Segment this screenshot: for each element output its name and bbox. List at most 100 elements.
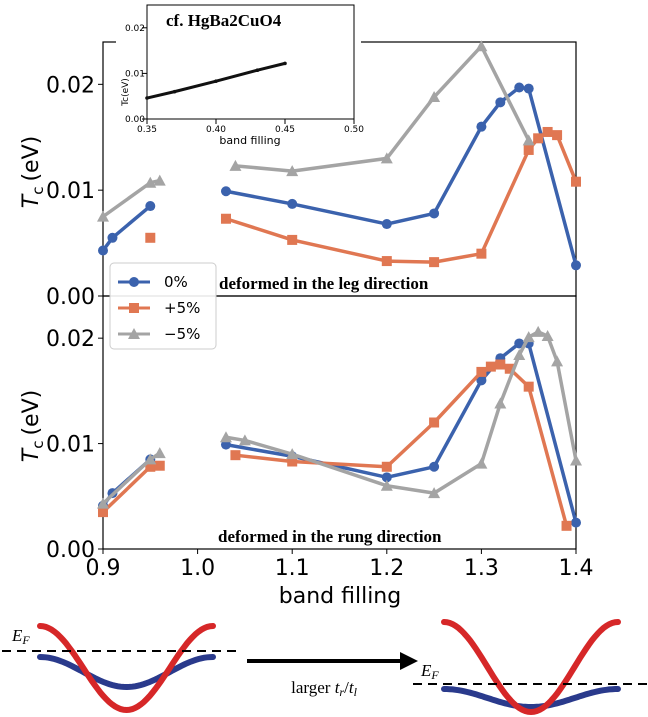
p2-series-0-point-0-4: [283, 61, 287, 66]
panel-rung-yticks: 0.00 0.01 0.02: [46, 327, 103, 563]
legend-label-2: −5%: [164, 325, 200, 343]
legend-label-1: +5%: [164, 299, 200, 317]
p0-series-0-point-1-2: [381, 219, 392, 230]
inset-title: cf. HgBa2CuO4: [166, 11, 282, 30]
p1-series-0-point-1-2: [381, 472, 392, 483]
p0-series-0-point-0-0: [98, 245, 108, 256]
inset-xticks: 0.35 0.40 0.45 0.50: [137, 119, 364, 135]
inset-yticks: 0.00 0.01 0.02: [125, 24, 147, 125]
p0-series-1-point-1-6: [533, 133, 544, 144]
band-schematic: EF EF larger tr/tl: [2, 619, 648, 716]
p2-ytick-label-0: 0.00: [125, 115, 145, 125]
p0-series-1-line-1: [225, 130, 578, 264]
p0-series-2-point-0-1: [144, 176, 157, 188]
p1-series-1-point-1-1: [287, 456, 298, 467]
p2-series-0-point-0-1: [172, 89, 177, 94]
p0-series-0-point-1-0: [220, 186, 231, 197]
p1-xtick-label-2: 1.1: [275, 556, 310, 581]
legend: 0% +5% −5%: [109, 262, 217, 350]
p1-series-2-point-1-3: [380, 479, 393, 491]
p0-series-1-point-1-4: [476, 248, 487, 259]
p1-series-2-point-1-8: [522, 331, 535, 343]
p1-series-0-point-1-4: [476, 375, 487, 386]
p2-ytick-label-1: 0.01: [125, 69, 145, 79]
panel-leg-yticks: 0.00 0.01 0.02: [46, 73, 103, 310]
p1-series-2-point-1-5: [475, 457, 488, 469]
ef-label-left: EF: [11, 626, 30, 647]
p0-series-2-point-0-2: [153, 174, 166, 186]
band-red-right: [441, 619, 621, 716]
p1-series-1-point-1-5: [485, 361, 496, 372]
p1-series-1-point-1-0: [230, 450, 241, 461]
p1-series-2-point-0-0: [97, 497, 109, 509]
p1-series-1-line-1: [235, 362, 569, 527]
p2-xtick-label-0: 0.35: [137, 125, 157, 135]
p2-ytick-label-2: 0.02: [125, 24, 145, 34]
band-blue-right: [441, 686, 621, 710]
legend-marker-2: [128, 328, 140, 339]
p1-series-1-point-0-0: [98, 507, 108, 518]
p1-series-2-point-1-4: [428, 487, 441, 499]
panel-rung-ylabel: Tc(eV): [19, 390, 47, 462]
p0-series-0-point-0-2: [145, 201, 156, 212]
p0-series-1-point-1-9: [571, 176, 581, 187]
p1-series-1-point-0-2: [154, 460, 165, 471]
p0-series-0-point-1-4: [476, 121, 487, 132]
p2-series-0-point-0-3: [255, 68, 260, 73]
p0-series-0-point-0-1: [107, 232, 118, 243]
p1-series-2-point-1-2: [286, 448, 299, 460]
p1-series-0-point-1-8: [571, 517, 581, 528]
p0-series-1-point-0-0: [145, 232, 156, 243]
p0-ytick-label-1: 0.01: [46, 179, 95, 204]
p1-series-2-point-1-7: [513, 349, 526, 361]
p1-xtick-label-4: 1.3: [464, 556, 499, 581]
p0-series-0-point-1-6: [514, 82, 525, 93]
p0-series-2-point-0-0: [97, 210, 109, 222]
p1-series-1-point-0-1: [145, 461, 156, 472]
p1-series-1-point-1-4: [476, 366, 487, 377]
p1-series-1-point-1-7: [504, 363, 515, 374]
panel-rung-frame: [102, 295, 577, 550]
panel-leg-plot: [97, 40, 581, 271]
band-red-left: [37, 623, 216, 714]
p0-series-0-point-1-8: [571, 260, 581, 271]
p1-series-1-point-1-8: [523, 381, 534, 392]
p0-series-1-point-1-7: [542, 126, 553, 137]
p0-series-2-point-1-2: [380, 152, 393, 164]
p0-series-2-point-1-3: [428, 91, 441, 103]
panel-rung-xticks: 0.9 1.0 1.1 1.2 1.3 1.4: [86, 549, 594, 581]
p1-series-2-point-0-2: [153, 447, 166, 459]
p0-series-0-point-1-5: [495, 97, 506, 108]
legend-marker-0: [129, 277, 139, 287]
p1-series-2-point-1-6: [494, 397, 507, 409]
x-axis-label: band filling: [279, 584, 401, 609]
p1-series-2-point-1-11: [551, 355, 564, 367]
inset-ylabel: Tc(eV): [121, 78, 131, 107]
legend-marker-1: [129, 303, 139, 313]
panel-rung-annotation: deformed in the rung direction: [218, 527, 442, 546]
p1-series-2-point-1-0: [219, 431, 232, 443]
p1-series-2-point-1-10: [541, 330, 554, 342]
p2-xtick-label-2: 0.45: [275, 125, 295, 135]
p1-series-1-point-1-2: [381, 461, 392, 472]
p0-series-0-point-1-1: [287, 198, 298, 209]
p1-ytick-label-2: 0.02: [46, 327, 95, 352]
transition-arrow-label: larger tr/tl: [291, 678, 357, 699]
p0-series-2-point-1-4: [475, 40, 488, 52]
p1-series-1-point-1-9: [561, 520, 572, 531]
p0-series-2-point-1-5: [522, 134, 535, 146]
p1-series-1-point-1-6: [495, 359, 506, 370]
p0-series-0-point-1-3: [429, 208, 440, 219]
p2-xtick-label-3: 0.50: [344, 125, 364, 135]
p1-series-0-point-1-3: [429, 461, 440, 472]
p1-ytick-label-0: 0.00: [46, 538, 95, 563]
panel-rung: 0.00 0.01 0.02 0.9 1.0 1.1 1.2 1.3 1.4 deformed…: [19, 295, 594, 609]
p1-ytick-label-1: 0.01: [46, 433, 95, 458]
p2-series-0-point-0-0: [145, 96, 149, 100]
p0-series-1-point-1-5: [523, 144, 534, 155]
p1-xtick-label-0: 0.9: [86, 556, 121, 581]
transition-arrow-head: [400, 652, 418, 670]
p1-series-2-point-1-1: [238, 434, 251, 446]
legend-label-0: 0%: [164, 273, 188, 291]
